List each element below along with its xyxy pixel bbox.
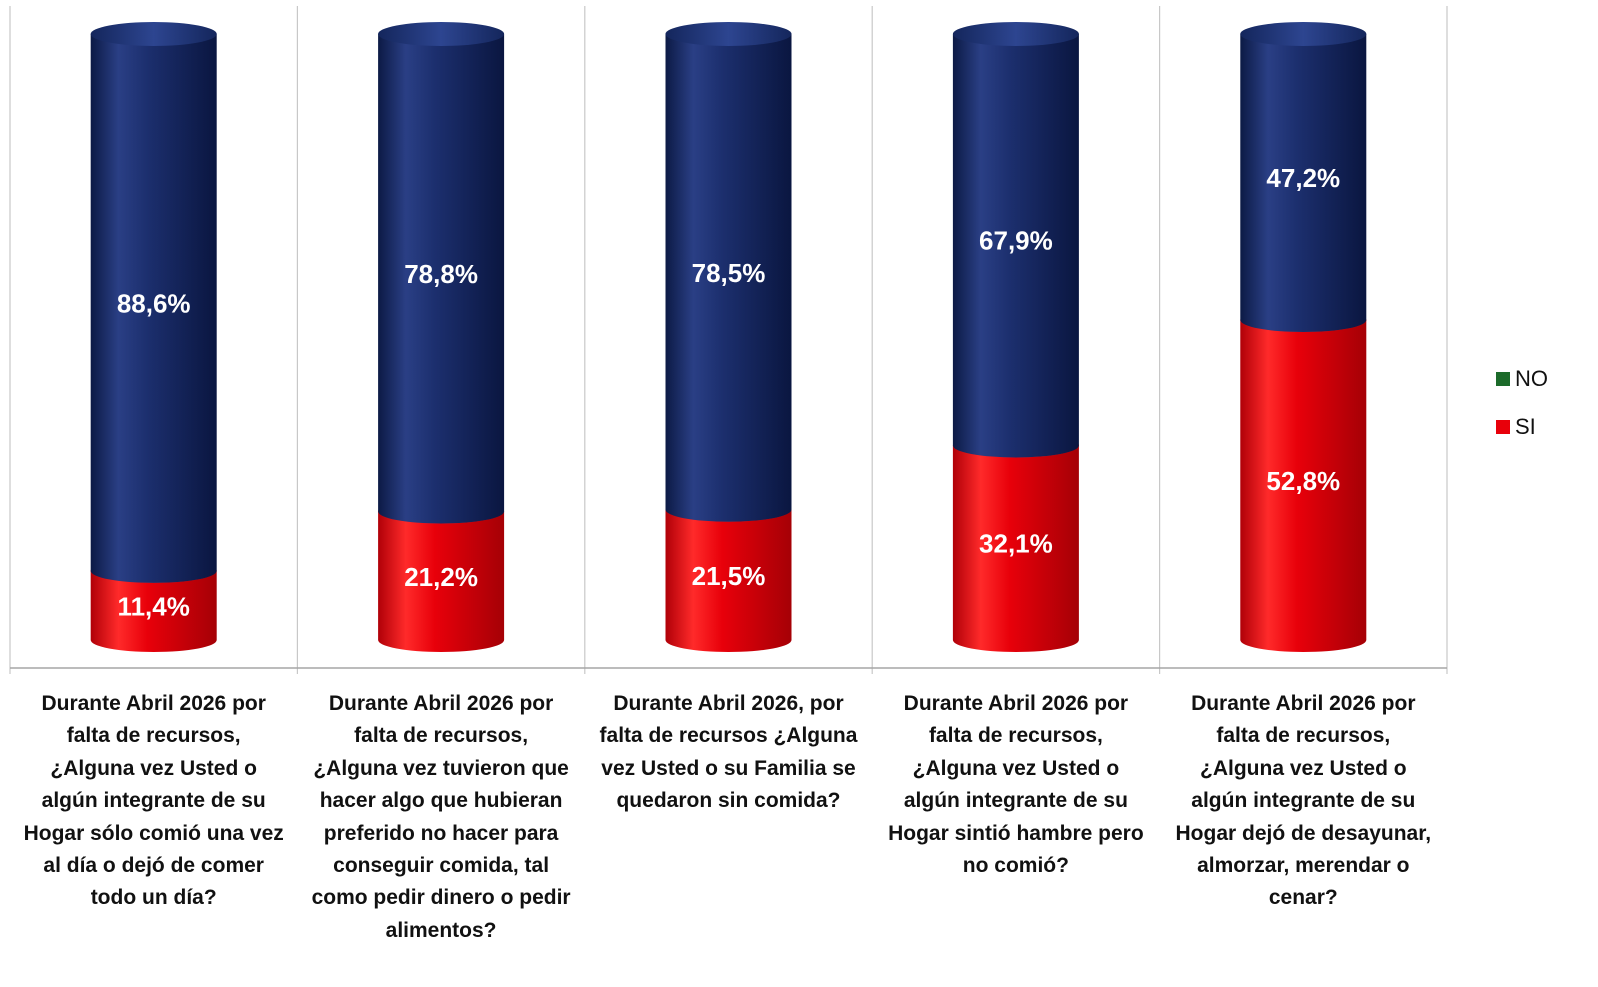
bar-no-cap-2 — [378, 22, 505, 46]
bar-no-cap-1 — [90, 22, 217, 46]
bar-stack-5 — [1240, 22, 1367, 652]
bar-no-cap-4 — [952, 22, 1079, 46]
bar-stack-2 — [378, 22, 505, 652]
bar-si-4 — [952, 445, 1079, 652]
legend-swatch-no — [1496, 372, 1510, 386]
data-labels-group: 11,4% 88,6% 21,2% 78,8% 21,5% 78,5% 32,1% 67,9%… — [117, 163, 1340, 621]
bar-stack-4 — [952, 22, 1079, 652]
bar-si-3 — [665, 509, 792, 652]
bar-si-1 — [90, 570, 217, 652]
plot-frame — [9, 6, 1448, 674]
data-label-si-3: 21,5% — [692, 561, 766, 591]
bar-si-5 — [1240, 320, 1367, 652]
data-label-no-1: 88,6% — [117, 288, 191, 318]
bar-no-cap-5 — [1240, 22, 1367, 46]
bar-stack-1 — [90, 22, 217, 652]
bar-si-2 — [378, 511, 505, 652]
legend-swatch-si — [1496, 420, 1510, 434]
bar-no-2 — [378, 34, 505, 524]
data-label-no-4: 67,9% — [979, 226, 1053, 256]
bar-no-5 — [1240, 34, 1367, 333]
legend: NO SI — [1496, 366, 1548, 462]
bar-no-1 — [90, 34, 217, 583]
data-label-si-2: 21,2% — [404, 562, 478, 592]
bars-group — [90, 22, 1367, 652]
legend-label-si: SI — [1515, 414, 1536, 439]
category-label-2: Durante Abril 2026 por falta de recursos… — [311, 692, 571, 942]
category-label-4: Durante Abril 2026 por falta de recursos… — [888, 692, 1144, 878]
category-label-1: Durante Abril 2026 por falta de recursos… — [23, 692, 284, 910]
legend-item-si: SI — [1496, 414, 1548, 440]
data-label-si-1: 11,4% — [118, 591, 190, 621]
data-label-no-3: 78,5% — [692, 258, 766, 288]
data-label-no-5: 47,2% — [1266, 163, 1340, 193]
bar-no-4 — [952, 34, 1079, 458]
bar-no-3 — [665, 34, 792, 522]
data-label-no-2: 78,8% — [404, 259, 478, 289]
legend-item-no: NO — [1496, 366, 1548, 392]
legend-label-no: NO — [1515, 366, 1548, 391]
bar-no-cap-3 — [665, 22, 792, 46]
category-label-5: Durante Abril 2026 por falta de recursos… — [1175, 692, 1432, 910]
data-label-si-5: 52,8% — [1266, 466, 1340, 496]
bar-stack-3 — [665, 22, 792, 652]
data-label-si-4: 32,1% — [979, 529, 1053, 559]
category-label-3: Durante Abril 2026, por falta de recurso… — [599, 692, 858, 813]
